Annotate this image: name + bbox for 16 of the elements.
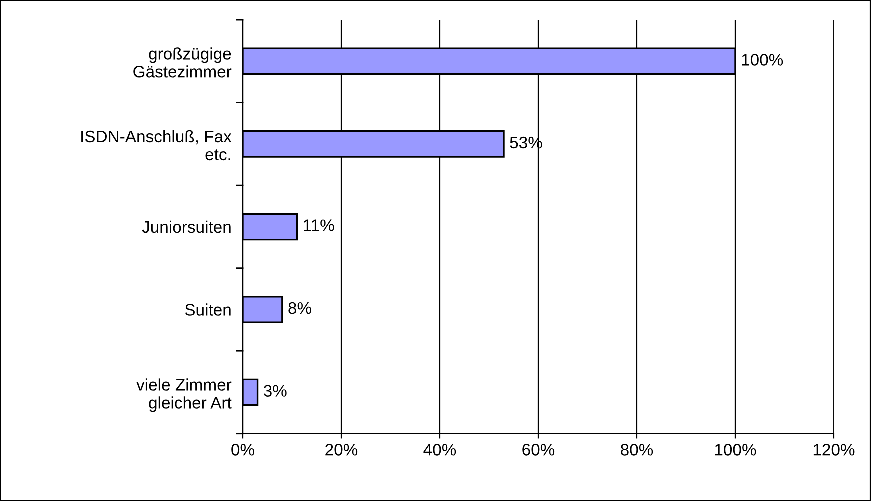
data-label: 8% bbox=[288, 302, 312, 314]
x-tick-label: 0% bbox=[232, 444, 254, 456]
y-tick-label: viele Zimmer gleicher Art bbox=[136, 378, 232, 412]
x-tick-label: 100% bbox=[715, 444, 756, 456]
y-tick-label: Juniorsuiten bbox=[142, 220, 231, 234]
x-tick-label: 80% bbox=[621, 444, 654, 456]
y-tick-label: großzügige Gästezimmer bbox=[134, 48, 232, 78]
x-tick-label: 20% bbox=[326, 444, 358, 456]
x-tick-label: 60% bbox=[522, 444, 555, 456]
y-tick-label: ISDN-Anschluß, Fax etc. bbox=[82, 130, 232, 161]
data-label: 100% bbox=[742, 54, 784, 66]
y-tick-label: Suiten bbox=[185, 304, 231, 316]
data-label: 3% bbox=[264, 385, 287, 397]
x-tick-label: 120% bbox=[814, 444, 855, 456]
data-label: 11% bbox=[304, 220, 334, 232]
x-tick-label: 40% bbox=[424, 444, 456, 456]
